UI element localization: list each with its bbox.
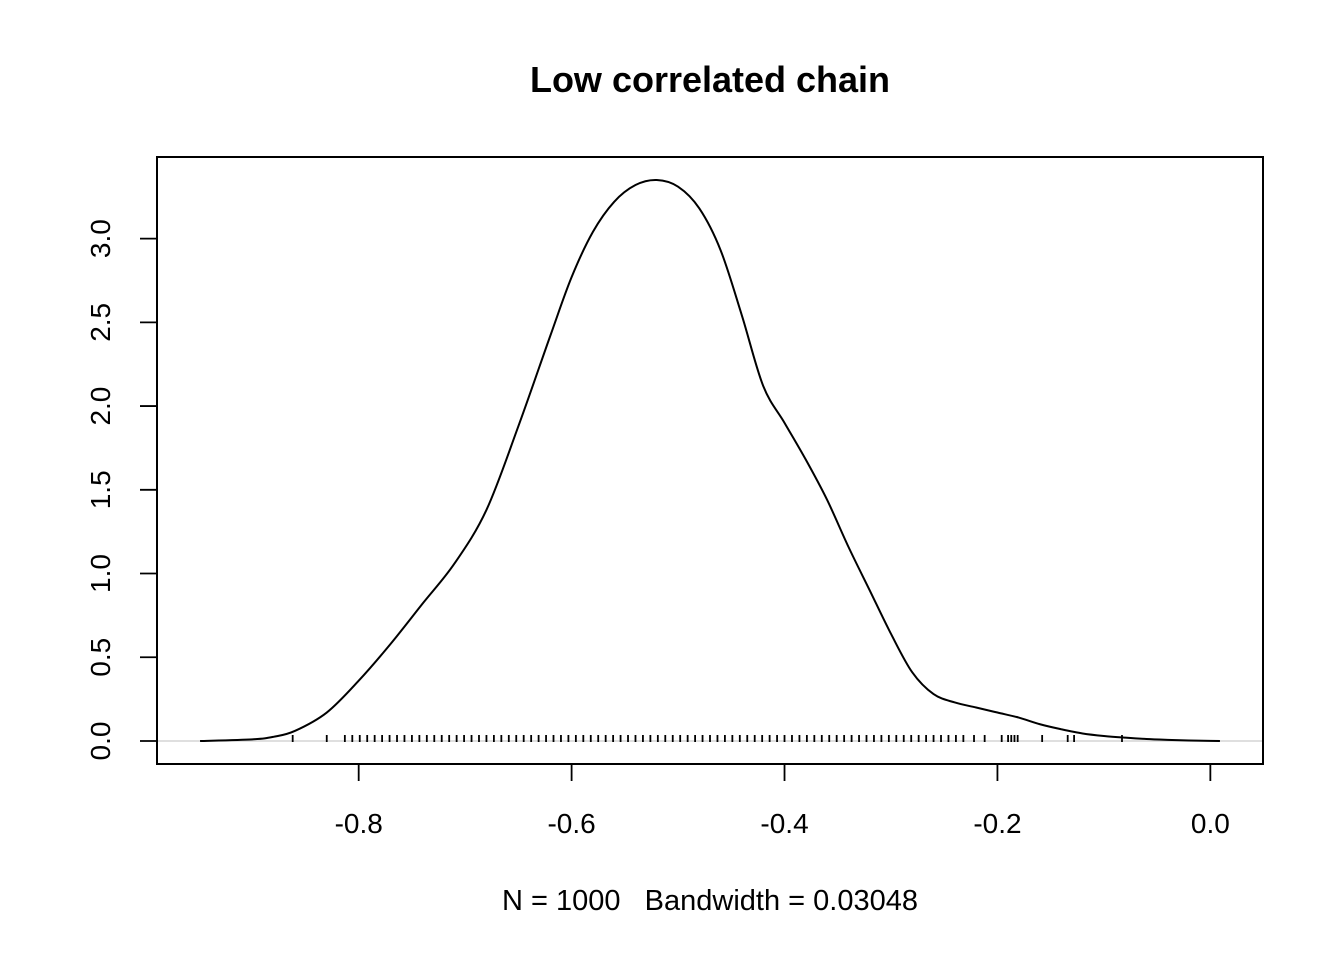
y-tick-label: 2.5 — [85, 303, 116, 342]
density-curve — [200, 178, 1220, 742]
y-tick-label: 1.5 — [85, 470, 116, 509]
y-tick-label: 1.0 — [85, 554, 116, 593]
x-tick-label: -0.8 — [335, 808, 383, 839]
x-tick-label: -0.4 — [760, 808, 808, 839]
rug-marks — [291, 735, 1123, 742]
y-axis: 0.0 0.5 1.0 1.5 2.0 2.5 3.0 — [85, 219, 158, 761]
plot-frame — [156, 156, 1264, 765]
y-tick-label: 0.5 — [85, 638, 116, 677]
y-tick-label: 3.0 — [85, 219, 116, 258]
x-axis: -0.8 -0.6 -0.4 -0.2 0.0 — [335, 763, 1230, 839]
y-tick-label: 2.0 — [85, 387, 116, 426]
y-tick-label: 0.0 — [85, 722, 116, 761]
x-tick-label: -0.6 — [547, 808, 595, 839]
x-axis-label: N = 1000 Bandwidth = 0.03048 — [502, 885, 918, 917]
chart-title: Low correlated chain — [530, 59, 890, 100]
x-tick-label: -0.2 — [973, 808, 1021, 839]
x-tick-label: 0.0 — [1191, 808, 1230, 839]
